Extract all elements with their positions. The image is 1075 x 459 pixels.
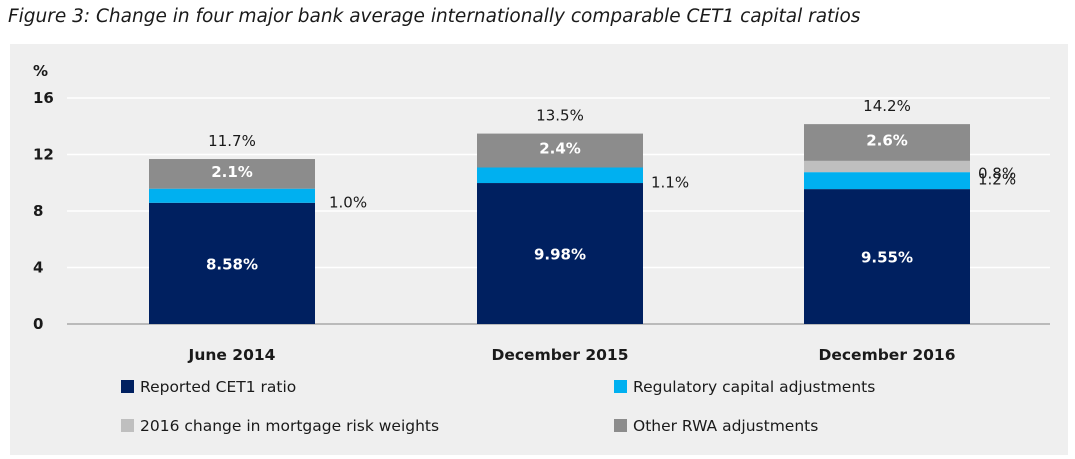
data-label: 2.1% — [211, 163, 253, 181]
legend-label: Regulatory capital adjustments — [633, 378, 875, 396]
bar-segment-regulatory — [477, 167, 643, 184]
total-label: 13.5% — [536, 107, 584, 125]
y-tick-label: 4 — [33, 259, 43, 277]
legend-label: Reported CET1 ratio — [140, 378, 296, 396]
data-label: 9.98% — [534, 246, 586, 264]
data-label-side: 1.0% — [329, 194, 367, 212]
bar-segment-other — [149, 159, 315, 189]
bar-segment-reported — [149, 202, 315, 324]
data-label-side: 1.2% — [978, 171, 1016, 189]
bar-segment-regulatory — [804, 172, 970, 190]
total-label: 14.2% — [863, 97, 911, 115]
data-label: 8.58% — [206, 255, 258, 273]
legend-label: Other RWA adjustments — [633, 417, 818, 435]
bar-segment-reported — [477, 183, 643, 324]
y-tick-label: 16 — [33, 89, 54, 107]
y-tick-label: 0 — [33, 315, 43, 333]
bar-segment-reported — [804, 189, 970, 324]
legend-swatch-mortgage — [121, 419, 134, 432]
bar-segment-mortgage — [804, 160, 970, 173]
x-tick-label: December 2015 — [491, 346, 628, 364]
legend-swatch-reported — [121, 380, 134, 393]
data-label: 2.6% — [866, 131, 908, 149]
legend-swatch-regulatory — [614, 380, 627, 393]
x-tick-label: June 2014 — [188, 346, 276, 364]
data-label-side: 1.1% — [651, 173, 689, 191]
total-label: 11.7% — [208, 132, 256, 150]
x-tick-label: December 2016 — [818, 346, 955, 364]
legend-swatch-other — [614, 419, 627, 432]
data-label: 2.4% — [539, 140, 581, 158]
data-label: 9.55% — [861, 249, 913, 267]
bar-segment-regulatory — [149, 188, 315, 203]
chart-title: Figure 3: Change in four major bank aver… — [8, 6, 861, 27]
bar-segment-other — [477, 133, 643, 168]
y-tick-label: 12 — [33, 146, 54, 164]
y-axis-unit: % — [33, 62, 48, 80]
bar-segment-other — [804, 124, 970, 161]
legend-label: 2016 change in mortgage risk weights — [140, 417, 439, 435]
data-label-side: 0.8% — [978, 165, 1016, 183]
y-tick-label: 8 — [33, 202, 43, 220]
